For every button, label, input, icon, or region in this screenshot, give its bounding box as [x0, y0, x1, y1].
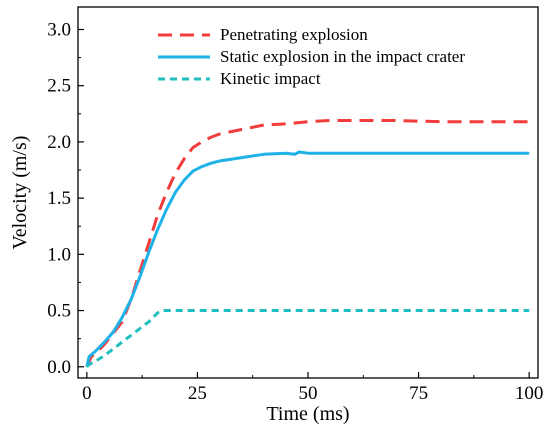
- legend-label-1: Penetrating explosion: [220, 25, 368, 44]
- y-tick-label: 2.5: [47, 76, 71, 97]
- legend-label-2: Static explosion in the impact crater: [220, 47, 465, 66]
- y-tick-label: 1.5: [47, 188, 71, 209]
- series-line-2: [85, 150, 530, 368]
- plot-area: [85, 119, 530, 368]
- y-tick-label: 0.0: [47, 357, 71, 378]
- y-tick-label: 1.0: [47, 244, 71, 265]
- y-axis: 0.0 0.5 1.0 1.5 2.0 2.5 3.0: [47, 19, 84, 378]
- series-line-3: [85, 309, 530, 368]
- x-axis: 0 25 50 75 100: [82, 372, 543, 404]
- y-axis-label: Velocity (m/s): [9, 136, 31, 250]
- x-tick-label: 100: [515, 383, 544, 404]
- x-axis-label: Time (ms): [266, 403, 349, 425]
- legend: Penetrating explosion Static explosion in…: [158, 25, 465, 88]
- x-tick-label: 50: [299, 383, 318, 404]
- legend-label-3: Kinetic impact: [220, 69, 321, 88]
- x-tick-label: 0: [82, 383, 92, 404]
- x-tick-label: 25: [188, 383, 207, 404]
- y-tick-label: 0.5: [47, 301, 71, 322]
- y-tick-label: 3.0: [47, 19, 71, 40]
- y-tick-label: 2.0: [47, 132, 71, 153]
- x-tick-label: 75: [409, 383, 428, 404]
